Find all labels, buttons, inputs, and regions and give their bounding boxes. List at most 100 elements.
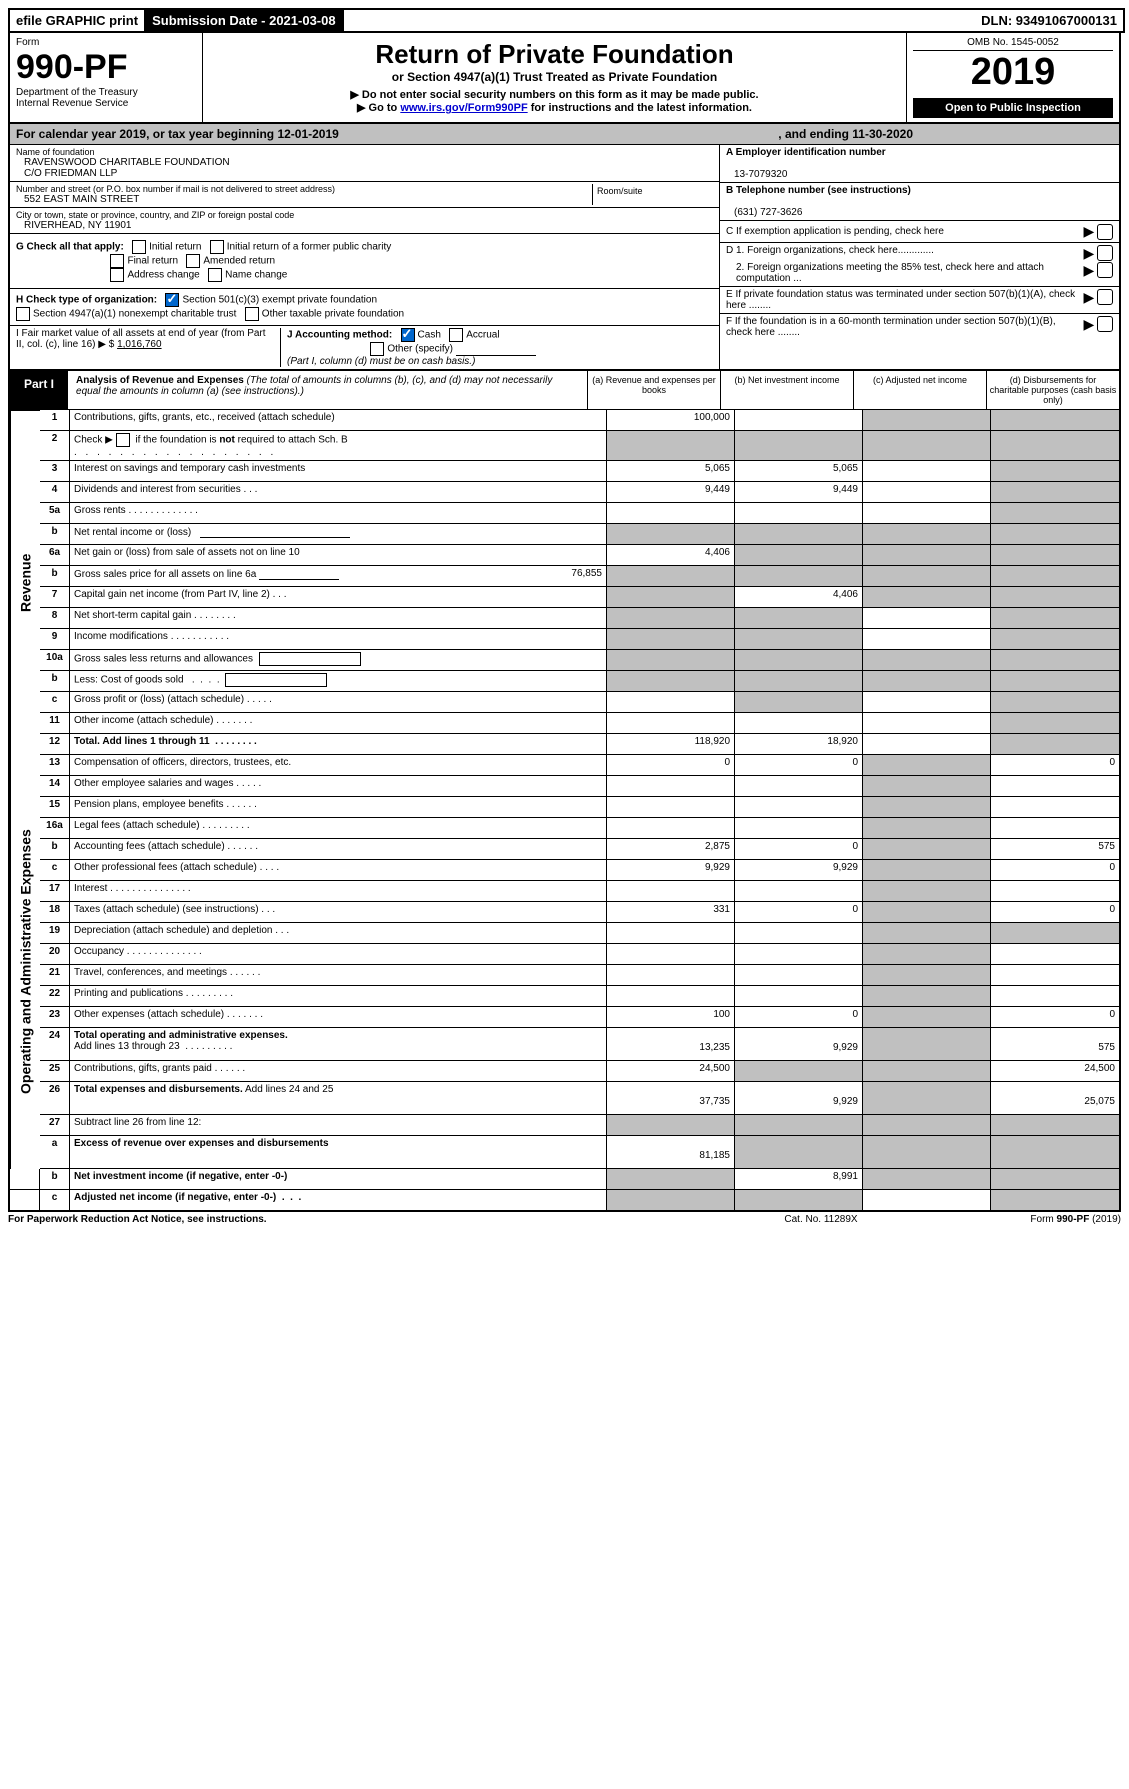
row-num: 21 (40, 965, 70, 986)
row-num: 18 (40, 902, 70, 923)
row-desc: Legal fees (attach schedule) . . . . . .… (70, 818, 607, 839)
row-b (735, 1061, 863, 1082)
row-a: 4,406 (607, 545, 735, 566)
opt-other-tax: Other taxable private foundation (262, 309, 404, 320)
row-num: c (40, 692, 70, 713)
submission-date: Submission Date - 2021-03-08 (146, 10, 344, 31)
d2-label: 2. Foreign organizations meeting the 85%… (736, 262, 1083, 284)
row-b (735, 818, 863, 839)
chk-d1[interactable] (1097, 245, 1113, 261)
row-desc: Compensation of officers, directors, tru… (70, 755, 607, 776)
row-a: 100 (607, 1007, 735, 1028)
row-a (607, 818, 735, 839)
chk-other-method[interactable] (370, 342, 384, 356)
chk-name-change[interactable] (208, 268, 222, 282)
chk-final[interactable] (110, 254, 124, 268)
row-desc: Pension plans, employee benefits . . . .… (70, 797, 607, 818)
chk-initial-former[interactable] (210, 240, 224, 254)
room-label: Room/suite (597, 186, 709, 196)
chk-other-tax[interactable] (245, 307, 259, 321)
chk-sch-b[interactable] (116, 433, 130, 447)
row-b (735, 671, 863, 692)
opt-addr-change: Address change (127, 270, 199, 281)
row-c (863, 818, 991, 839)
row-num: 15 (40, 797, 70, 818)
row-d (991, 629, 1119, 650)
topbar: efile GRAPHIC print Submission Date - 20… (8, 8, 1125, 33)
chk-initial[interactable] (132, 240, 146, 254)
row-d: 0 (991, 860, 1119, 881)
row-num: 17 (40, 881, 70, 902)
chk-e[interactable] (1097, 289, 1113, 305)
row-desc: Interest . . . . . . . . . . . . . . . (70, 881, 607, 902)
chk-accrual[interactable] (449, 328, 463, 342)
row-d: 575 (991, 1028, 1119, 1061)
row-b (735, 797, 863, 818)
row-c (863, 482, 991, 503)
chk-c[interactable] (1097, 224, 1113, 240)
foundation-name-2: C/O FRIEDMAN LLP (16, 168, 713, 179)
irs-link[interactable]: www.irs.gov/Form990PF (400, 102, 527, 114)
row-c (863, 1115, 991, 1136)
row-desc: Gross sales less returns and allowances (70, 650, 607, 671)
revenue-section-label: Revenue (10, 410, 40, 755)
row-a (607, 1169, 735, 1190)
row-d (991, 734, 1119, 755)
chk-f[interactable] (1097, 316, 1113, 332)
opt-name-change: Name change (225, 270, 287, 281)
row-d (991, 692, 1119, 713)
row-a (607, 797, 735, 818)
row-b: 9,449 (735, 482, 863, 503)
row-a (607, 650, 735, 671)
row-num: 4 (40, 482, 70, 503)
omb: OMB No. 1545-0052 (913, 37, 1113, 51)
row-num: 26 (40, 1082, 70, 1115)
chk-amended[interactable] (186, 254, 200, 268)
name-label: Name of foundation (16, 147, 713, 157)
row-a (607, 524, 735, 545)
row-b: 5,065 (735, 461, 863, 482)
row-d: 575 (991, 839, 1119, 860)
row-d (991, 608, 1119, 629)
row-d (991, 818, 1119, 839)
row-a (607, 1190, 735, 1210)
chk-d2[interactable] (1097, 262, 1113, 278)
chk-501c3[interactable] (165, 293, 179, 307)
row-desc: Check ▶ if the foundation is not require… (70, 431, 607, 461)
row-d (991, 431, 1119, 461)
part1-title: Analysis of Revenue and Expenses (76, 375, 244, 386)
chk-addr-change[interactable] (110, 268, 124, 282)
row-d (991, 965, 1119, 986)
row-c (863, 965, 991, 986)
row-desc: Income modifications . . . . . . . . . .… (70, 629, 607, 650)
row-c (863, 1169, 991, 1190)
i-value: 1,016,760 (117, 339, 162, 350)
row-b (735, 965, 863, 986)
row-c (863, 410, 991, 431)
row-num: 24 (40, 1028, 70, 1061)
efile-btn[interactable]: efile GRAPHIC print (10, 10, 146, 31)
col-b-header: (b) Net investment income (720, 371, 853, 409)
page-footer: For Paperwork Reduction Act Notice, see … (8, 1212, 1121, 1227)
row-num: 13 (40, 755, 70, 776)
addr-label: Number and street (or P.O. box number if… (16, 184, 592, 194)
row-b (735, 692, 863, 713)
row-c (863, 629, 991, 650)
row-c (863, 1082, 991, 1115)
row-desc: Other employee salaries and wages . . . … (70, 776, 607, 797)
row-c (863, 797, 991, 818)
row-d (991, 881, 1119, 902)
row-d (991, 1115, 1119, 1136)
row-num: 27 (40, 1115, 70, 1136)
row-desc: Net rental income or (loss) (70, 524, 607, 545)
row-d (991, 986, 1119, 1007)
row-c (863, 461, 991, 482)
row-b: 0 (735, 839, 863, 860)
chk-cash[interactable] (401, 328, 415, 342)
chk-4947[interactable] (16, 307, 30, 321)
row-c (863, 839, 991, 860)
row-b: 9,929 (735, 860, 863, 881)
row-c (863, 776, 991, 797)
dept: Department of the Treasury (16, 87, 196, 98)
row-c (863, 881, 991, 902)
